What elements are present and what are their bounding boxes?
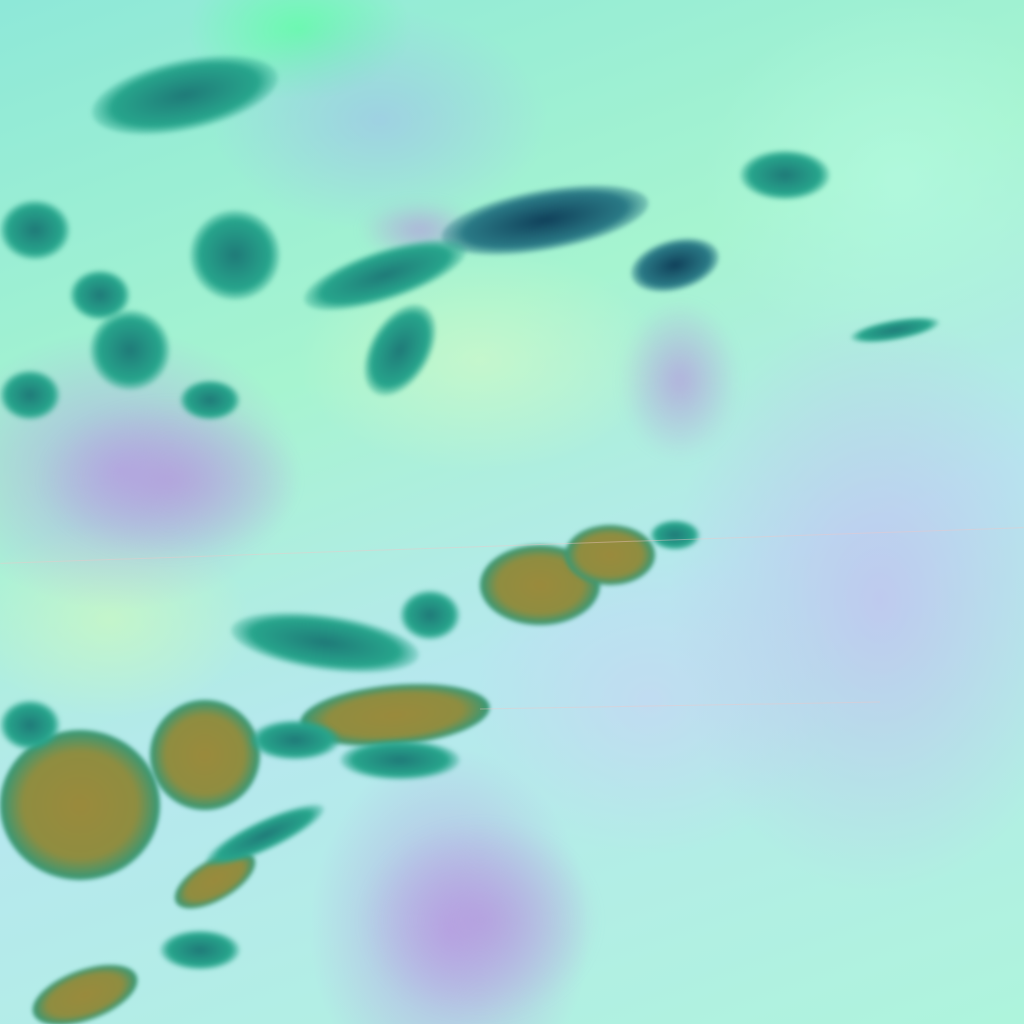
cloud-band bbox=[349, 291, 451, 409]
cloud-band bbox=[848, 312, 942, 348]
haze-patch bbox=[620, 300, 740, 460]
haze-patch bbox=[40, 400, 300, 560]
storm-cell bbox=[150, 700, 260, 810]
cloud-band bbox=[0, 200, 70, 260]
cloud-band bbox=[0, 700, 60, 750]
cloud-band bbox=[84, 41, 286, 149]
cloud-band bbox=[250, 720, 340, 760]
cloud-band bbox=[436, 172, 654, 268]
cloud-band bbox=[740, 150, 830, 200]
storm-cell bbox=[24, 952, 146, 1024]
cloud-band bbox=[90, 310, 170, 390]
scan-line bbox=[480, 701, 880, 710]
cloud-band bbox=[190, 210, 280, 300]
cloud-band bbox=[0, 370, 60, 420]
cloud-band bbox=[400, 590, 460, 640]
cloud-band bbox=[227, 602, 423, 683]
cloud-band bbox=[625, 229, 725, 301]
cloud-band bbox=[650, 520, 700, 550]
cloud-band bbox=[180, 380, 240, 420]
haze-patch bbox=[360, 820, 600, 1020]
cloud-band bbox=[340, 740, 460, 780]
storm-cell bbox=[565, 525, 655, 585]
storm-cell bbox=[0, 730, 160, 880]
cloud-band bbox=[160, 930, 240, 970]
